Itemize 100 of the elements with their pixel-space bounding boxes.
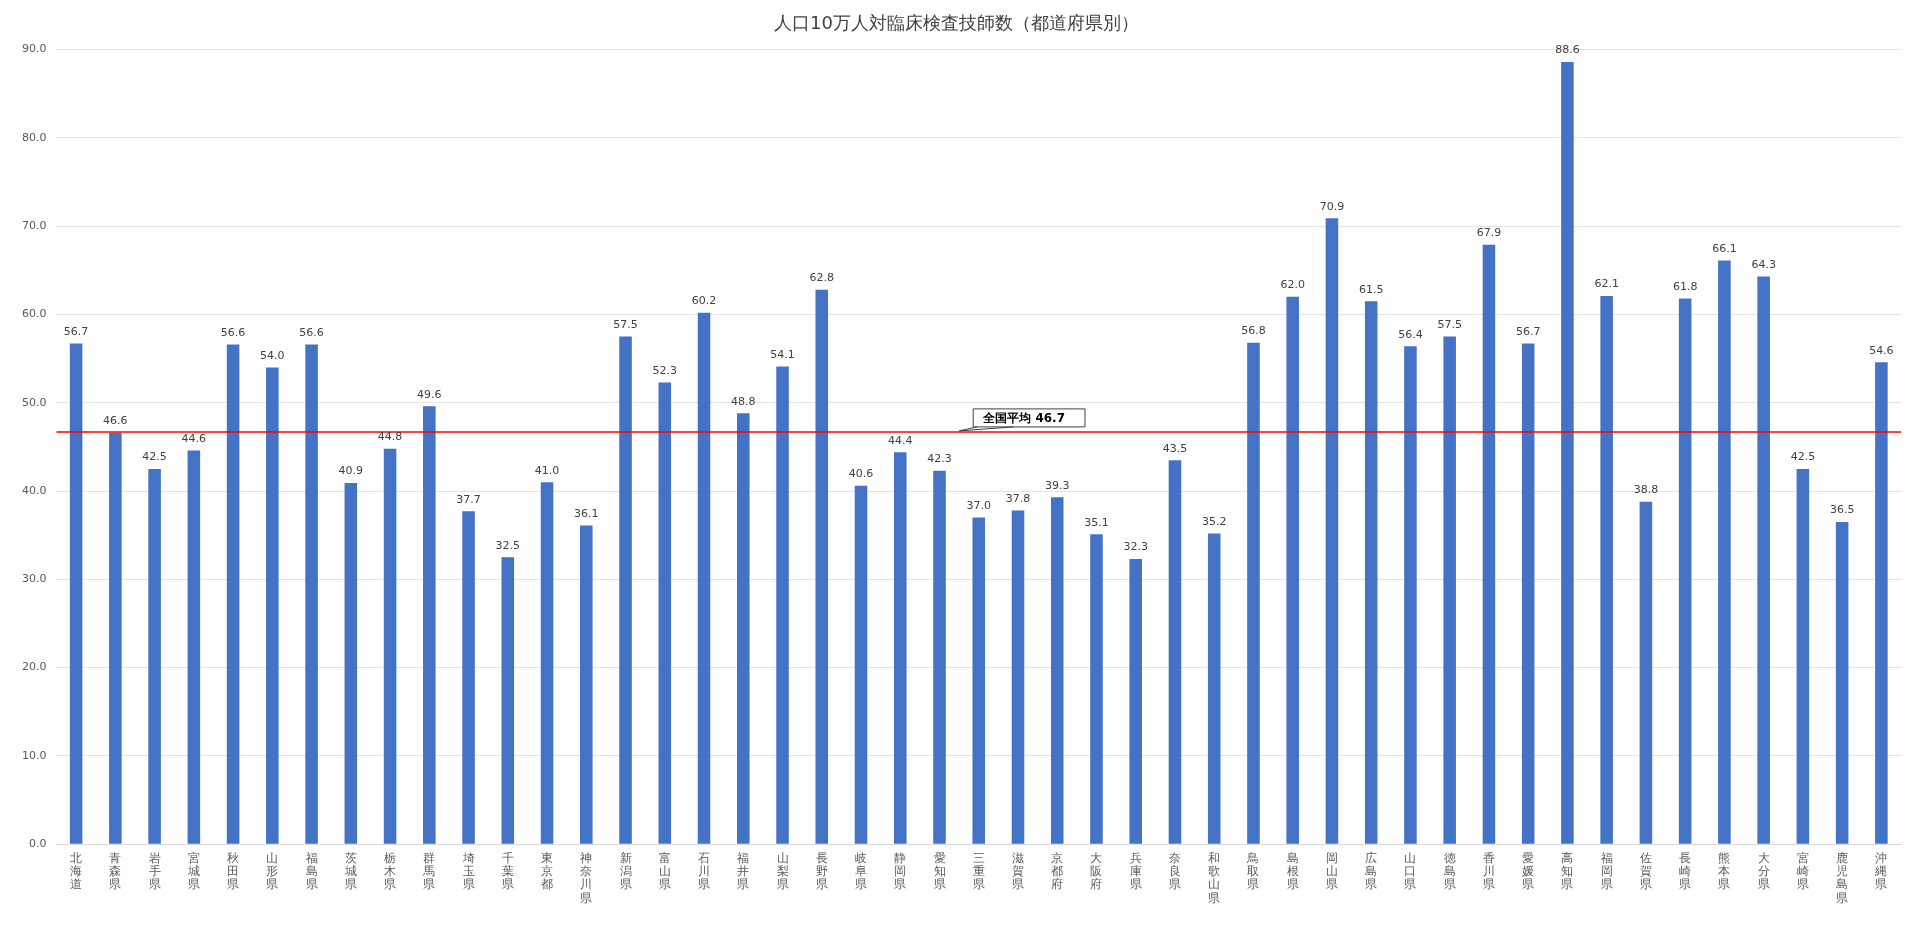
bar xyxy=(1050,497,1064,844)
bar xyxy=(815,289,829,844)
x-tick-label: 宮崎県 xyxy=(1796,850,1809,892)
x-tick-label: 熊本県 xyxy=(1718,850,1731,892)
data-label: 35.1 xyxy=(1084,515,1109,529)
y-tick-label: 60.0 xyxy=(21,307,47,321)
bar xyxy=(1404,346,1417,844)
bar xyxy=(344,483,358,844)
x-tick-label: 兵庫県 xyxy=(1129,850,1142,892)
data-label: 39.3 xyxy=(1044,478,1070,492)
bar xyxy=(1521,343,1535,844)
data-label: 40.6 xyxy=(848,467,874,481)
x-tick-label: 奈良県 xyxy=(1168,850,1181,892)
data-label: 67.9 xyxy=(1476,226,1502,240)
data-label: 32.5 xyxy=(495,538,521,552)
data-label: 35.2 xyxy=(1201,514,1227,528)
x-tick-label: 宮城県 xyxy=(186,850,200,892)
data-label: 54.1 xyxy=(770,347,795,361)
bar xyxy=(501,557,515,844)
data-label: 37.0 xyxy=(966,498,991,512)
y-tick-label: 80.0 xyxy=(21,130,47,144)
bar xyxy=(1600,295,1613,844)
y-tick-label: 90.0 xyxy=(21,42,47,56)
data-label: 56.6 xyxy=(299,325,324,339)
data-label: 44.6 xyxy=(181,431,207,445)
x-tick-label: 大阪府 xyxy=(1090,850,1103,892)
bar xyxy=(1835,521,1849,844)
bar xyxy=(697,312,711,844)
data-label: 37.8 xyxy=(1005,491,1031,505)
data-label: 32.3 xyxy=(1123,540,1148,554)
bar xyxy=(1678,298,1692,844)
data-label: 57.5 xyxy=(1437,317,1462,331)
x-tick-label: 神奈川県 xyxy=(580,850,593,905)
bar xyxy=(972,517,986,844)
bar xyxy=(658,382,672,844)
x-tick-label: 長野県 xyxy=(815,850,828,892)
data-label: 56.4 xyxy=(1398,327,1423,341)
bar xyxy=(1718,260,1731,844)
data-label: 56.8 xyxy=(1241,324,1266,338)
bar xyxy=(1639,501,1653,844)
bar xyxy=(1482,244,1496,844)
bar xyxy=(737,413,750,844)
y-tick-label: 0.0 xyxy=(28,837,47,851)
data-label: 41.0 xyxy=(534,463,560,477)
y-tick-label: 40.0 xyxy=(21,483,47,497)
x-tick-label: 岩手県 xyxy=(148,850,161,892)
x-tick-label: 岡山県 xyxy=(1325,850,1338,892)
data-label: 70.9 xyxy=(1319,199,1345,213)
data-label: 61.8 xyxy=(1672,279,1698,293)
x-tick-label: 高知県 xyxy=(1561,850,1574,892)
x-tick-label: 岐阜県 xyxy=(855,850,868,892)
bar xyxy=(540,482,554,844)
x-tick-label: 富山県 xyxy=(658,850,671,892)
y-tick-label: 50.0 xyxy=(21,395,47,409)
bar xyxy=(933,470,946,844)
bar xyxy=(187,450,201,844)
bar xyxy=(1796,468,1810,844)
x-tick-label: 愛知県 xyxy=(933,850,946,892)
x-tick-label: 徳島県 xyxy=(1443,850,1456,892)
data-label: 46.6 xyxy=(103,414,128,428)
x-tick-label: 沖縄県 xyxy=(1874,850,1888,892)
data-label: 57.5 xyxy=(613,317,638,331)
bar xyxy=(1757,276,1770,844)
x-tick-label: 福島県 xyxy=(305,850,318,892)
data-label: 48.8 xyxy=(731,394,756,408)
data-label: 64.3 xyxy=(1751,257,1776,271)
x-tick-label: 新潟県 xyxy=(619,850,632,892)
y-tick-label: 70.0 xyxy=(21,219,47,233)
bar xyxy=(893,452,907,844)
x-tick-label: 広島県 xyxy=(1365,850,1378,892)
x-tick-label: 東京都 xyxy=(541,850,554,892)
x-tick-label: 佐賀県 xyxy=(1639,850,1652,892)
bar xyxy=(1207,533,1221,844)
x-tick-label: 静岡県 xyxy=(894,850,907,892)
bar xyxy=(1090,534,1103,844)
bar xyxy=(580,525,593,844)
data-label: 40.9 xyxy=(338,464,364,478)
data-label: 44.8 xyxy=(377,430,403,444)
x-tick-label: 群馬県 xyxy=(422,850,436,892)
x-tick-label: 秋田県 xyxy=(227,850,240,892)
data-label: 62.1 xyxy=(1594,277,1619,291)
x-tick-label: 埼玉県 xyxy=(461,850,475,892)
bar xyxy=(305,344,318,844)
x-tick-label: 大分県 xyxy=(1757,850,1770,892)
ref-line-label: 全国平均 46.7 xyxy=(982,411,1066,426)
x-tick-label: 福井県 xyxy=(737,850,750,892)
data-label: 52.3 xyxy=(652,363,678,377)
data-label: 54.6 xyxy=(1869,343,1894,357)
data-label: 42.3 xyxy=(927,452,952,466)
data-label: 56.6 xyxy=(220,325,246,339)
data-label: 62.0 xyxy=(1280,278,1305,292)
bar xyxy=(462,511,475,844)
x-tick-label: 香川県 xyxy=(1482,850,1495,892)
bar xyxy=(619,336,632,844)
x-tick-label: 栃木県 xyxy=(384,850,397,892)
data-label: 66.1 xyxy=(1712,241,1737,255)
x-tick-label: 愛媛県 xyxy=(1522,850,1535,892)
bar xyxy=(1875,362,1888,844)
data-label: 56.7 xyxy=(63,324,89,338)
bar xyxy=(854,485,868,844)
